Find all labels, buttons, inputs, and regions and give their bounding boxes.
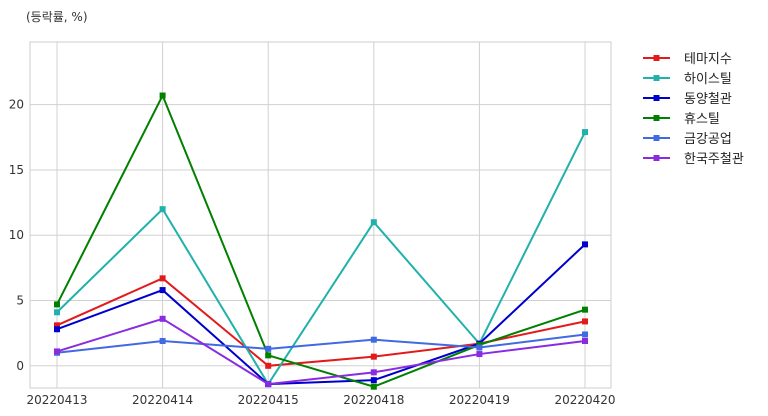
legend-label: 하이스틸 (684, 72, 732, 87)
legend-marker (653, 95, 660, 101)
y-tick-label: 10 (9, 228, 24, 242)
plot-area (29, 41, 612, 389)
legend-marker (653, 135, 660, 141)
y-tick-label: 20 (9, 98, 24, 112)
data-point (582, 306, 588, 313)
data-point (370, 369, 377, 376)
data-point (159, 92, 166, 99)
data-point (370, 383, 377, 390)
x-tick-label: 20220420 (554, 393, 615, 407)
legend-label: 한국주철관 (684, 152, 744, 167)
data-point (370, 219, 377, 226)
data-point (54, 322, 60, 329)
series-line-3 (56, 243, 586, 386)
legend-marker (653, 75, 660, 81)
data-point (476, 351, 483, 358)
data-point (582, 318, 588, 325)
legend-marker (653, 115, 660, 121)
series-line-4 (56, 93, 586, 388)
legend-label: 테마지수 (684, 52, 732, 67)
legend-label: 휴스틸 (684, 112, 720, 127)
data-point (265, 345, 272, 352)
data-point (54, 309, 60, 316)
x-tick-label: 20220413 (26, 393, 87, 407)
legend-marker (653, 155, 660, 161)
series-line-5 (56, 333, 586, 354)
x-tick-label: 20220415 (238, 393, 299, 407)
data-point (159, 206, 166, 213)
data-point (159, 315, 166, 322)
chart-unit-label: (등락률, %) (26, 10, 88, 24)
data-point (370, 353, 377, 360)
series-line-6 (56, 317, 586, 386)
legend-marker (653, 55, 660, 61)
data-point (582, 241, 588, 248)
x-tick-label: 20220419 (449, 393, 510, 407)
data-point (265, 362, 272, 369)
data-point (582, 337, 588, 344)
data-point (159, 275, 166, 282)
x-tick-label: 20220414 (132, 393, 193, 407)
data-point (265, 352, 272, 359)
y-tick-label: 0 (16, 359, 24, 373)
data-point (159, 337, 166, 344)
data-point (265, 381, 272, 388)
legend-label: 금강공업 (684, 132, 732, 147)
data-point (476, 344, 483, 351)
data-point (370, 377, 377, 384)
data-point (54, 301, 60, 308)
data-point (370, 336, 377, 343)
legend-label: 동양철관 (684, 92, 732, 107)
y-tick-label: 5 (16, 294, 24, 308)
x-tick-label: 20220418 (343, 393, 404, 407)
data-point (54, 326, 60, 333)
data-point (54, 348, 60, 355)
series-line-2 (56, 131, 586, 386)
data-point (582, 331, 588, 338)
data-point (582, 129, 588, 136)
y-tick-label: 15 (9, 163, 24, 177)
data-point (159, 287, 166, 294)
